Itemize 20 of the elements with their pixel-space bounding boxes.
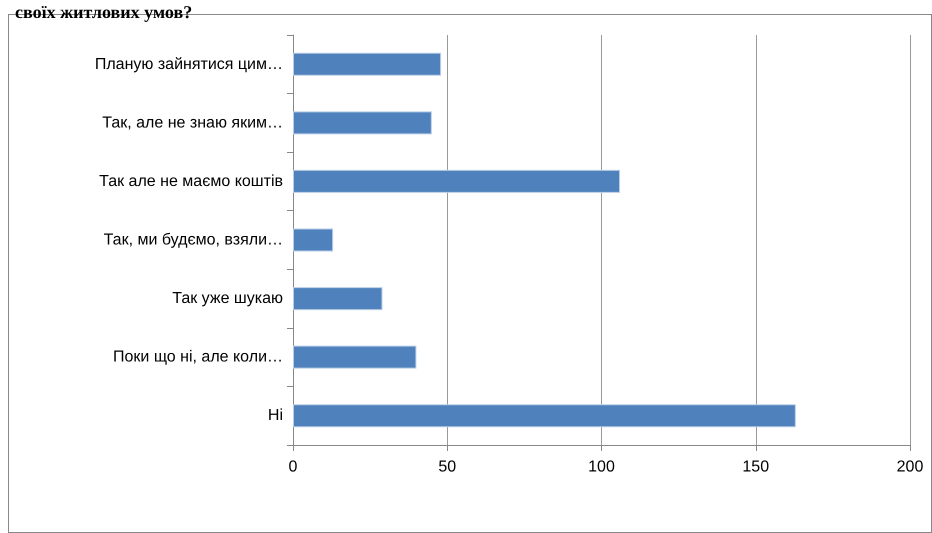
y-tick-label: Так, ми будємо, взяли… (104, 232, 283, 248)
y-tick-label: Ні (268, 407, 283, 424)
x-tick-label: 50 (438, 458, 456, 476)
y-tick-label: Поки що ні, але коли… (113, 348, 283, 366)
text: своїх житлових умов? (15, 2, 192, 22)
x-tick-label: 0 (288, 458, 298, 476)
bar (293, 170, 620, 193)
y-tick-label: Так, але не знаю яким… (102, 114, 283, 132)
bar (293, 346, 416, 369)
x-tick-label: 150 (742, 458, 770, 476)
y-tick-label: Так уже шукаю (172, 290, 283, 308)
x-tick-label: 200 (896, 458, 924, 476)
bar (293, 111, 432, 134)
x-tick-label: 100 (588, 458, 615, 476)
bar (293, 404, 796, 428)
bar (293, 287, 382, 310)
bar (293, 228, 334, 252)
bar (293, 52, 442, 76)
y-tick-label: Так але не маємо коштів (99, 172, 283, 190)
y-tick-label: Планую зайнятися цим… (94, 56, 283, 73)
